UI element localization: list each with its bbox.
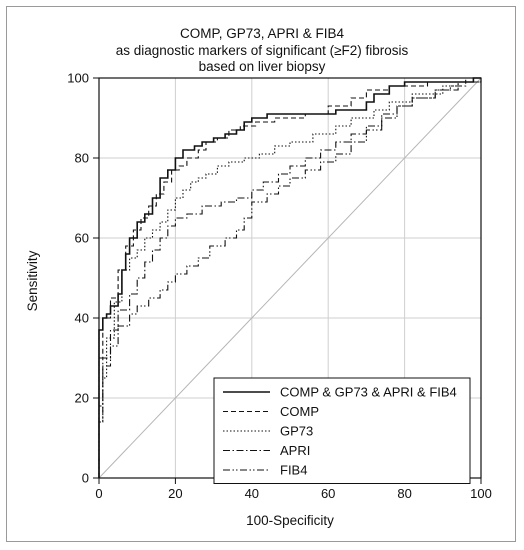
x-axis-label: 100-Specificity	[246, 513, 334, 528]
series-group	[98, 77, 482, 478]
series-line-2	[98, 77, 481, 478]
legend-label: COMP	[280, 404, 319, 419]
series-line-3	[98, 78, 482, 478]
x-tick-label: 20	[168, 486, 182, 501]
y-axis-label: Sensitivity	[25, 250, 40, 311]
legend-label: APRI	[280, 443, 310, 458]
diagonal-reference-line	[98, 77, 482, 479]
legend-label: FIB4	[280, 463, 307, 478]
y-tick-label: 60	[75, 231, 89, 246]
y-tick-label: 80	[75, 151, 89, 166]
axis-ticks: 0 20 40 60 80 100 0 20 40 60 80 100	[67, 71, 492, 502]
x-tick-label: 60	[321, 486, 335, 501]
series-line-5	[98, 78, 482, 478]
x-tick-label: 80	[397, 486, 411, 501]
y-tick-label: 0	[82, 471, 89, 486]
series-line-1	[98, 77, 481, 478]
legend-label: GP73	[280, 424, 313, 439]
chart-subtitle-2: based on liver biopsy	[199, 59, 326, 74]
series-line-4	[98, 78, 482, 478]
chart-title: COMP, GP73, APRI & FIB4	[180, 26, 345, 41]
y-tick-label: 40	[75, 311, 89, 326]
legend: COMP & GP73 & APRI & FIB4 COMP GP73 APRI FIB…	[213, 377, 471, 484]
y-tick-label: 100	[67, 71, 89, 86]
y-tick-label: 20	[75, 391, 89, 406]
legend-label: COMP & GP73 & APRI & FIB4	[280, 385, 457, 400]
x-tick-label: 100	[470, 486, 492, 501]
x-tick-label: 0	[95, 486, 102, 501]
x-tick-label: 40	[245, 486, 259, 501]
legend-box	[213, 377, 471, 484]
chart-subtitle: as diagnostic markers of significant (≥F…	[116, 43, 409, 58]
